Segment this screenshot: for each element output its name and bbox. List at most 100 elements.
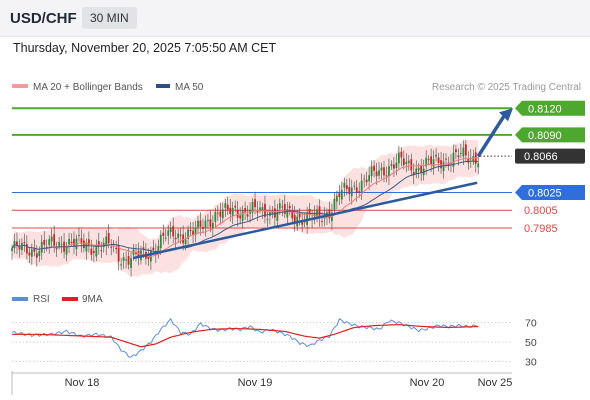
candle-body <box>321 220 323 222</box>
candle-body <box>244 208 247 212</box>
candle-body <box>135 252 137 254</box>
candle-body <box>199 220 202 227</box>
x-tick-label: Nov 19 <box>238 377 273 389</box>
candle-body <box>278 203 281 209</box>
ma50-legend-label: MA 50 <box>175 82 204 93</box>
candle-body <box>35 253 38 258</box>
x-tick-label: Nov 18 <box>65 377 100 389</box>
support-label-5: 0.7985 <box>524 223 558 235</box>
candle-body <box>207 220 209 222</box>
candle-body <box>120 264 123 266</box>
candle-body <box>472 155 475 162</box>
resistance-label-0: 0.8120 <box>528 103 562 115</box>
rsi-ma-line <box>12 323 479 348</box>
candle-body <box>335 195 338 202</box>
candle-body <box>298 213 301 218</box>
candle-body <box>130 258 132 268</box>
candle-body <box>457 155 460 158</box>
candle-body <box>177 233 180 239</box>
candle-body <box>241 210 244 221</box>
candle-body <box>239 215 242 219</box>
candle-body <box>159 234 162 249</box>
candle-body <box>373 165 375 171</box>
candle-body <box>187 229 189 239</box>
candle-body <box>224 203 227 209</box>
candle-body <box>288 205 291 209</box>
candle-body <box>333 198 336 210</box>
candle-body <box>68 238 70 245</box>
candle-body <box>25 243 28 254</box>
candle-body <box>167 230 170 236</box>
candle-body <box>397 152 400 164</box>
rsi-tick-30: 30 <box>525 356 537 368</box>
candle-body <box>455 149 457 153</box>
candle-body <box>115 247 118 249</box>
candle-body <box>107 232 110 244</box>
candle-body <box>202 226 204 229</box>
candle-body <box>147 255 150 259</box>
candle-body <box>254 199 256 208</box>
rsi-legend-label: RSI <box>33 294 50 305</box>
pivot-tag-3 <box>515 185 585 200</box>
candle-body <box>338 193 341 198</box>
resistance-tag-1 <box>515 127 585 143</box>
candle-body <box>152 247 155 250</box>
rsi-ma-legend-label: 9MA <box>82 294 103 305</box>
candle-body <box>251 201 254 213</box>
candle-body <box>447 162 450 167</box>
candle-body <box>234 205 237 208</box>
time-axis: Nov 18 Nov 19 Nov 20 Nov 25 <box>11 371 513 395</box>
candle-body <box>383 167 385 176</box>
candle-body <box>355 187 358 193</box>
candle-body <box>58 242 61 246</box>
candle-body <box>435 154 437 157</box>
candle-body <box>363 178 366 180</box>
candle-body <box>194 227 197 235</box>
candle-body <box>459 152 462 154</box>
candle-body <box>286 209 289 218</box>
chart-header: USD/CHF 30 MIN <box>0 0 590 37</box>
candle-body <box>211 222 214 228</box>
candle-body <box>172 226 175 237</box>
candle-body <box>38 250 41 257</box>
pivot-label-3: 0.8025 <box>528 188 562 200</box>
candle-body <box>30 249 33 257</box>
candle-body <box>16 241 18 247</box>
x-tick-label: Nov 25 <box>478 377 513 389</box>
candle-body <box>388 166 390 177</box>
candle-body <box>28 252 31 256</box>
candle-body <box>174 237 177 240</box>
candle-body <box>350 187 353 197</box>
candle-body <box>281 206 284 208</box>
candle-body <box>33 248 36 252</box>
candle-body <box>92 251 95 253</box>
candle-body <box>137 250 140 258</box>
candle-body <box>269 211 271 216</box>
candle-body <box>192 230 194 235</box>
candle-body <box>343 182 346 188</box>
candle-body <box>48 239 51 246</box>
candle-body <box>276 212 279 221</box>
candle-body <box>417 167 420 171</box>
current-price-tag <box>515 148 585 164</box>
candle-body <box>440 160 442 169</box>
candle-body <box>184 239 187 245</box>
candle-body <box>393 164 395 169</box>
candle-body <box>432 159 435 167</box>
candle-body <box>390 164 393 166</box>
candle-body <box>415 168 418 174</box>
timeframe-button[interactable]: 30 MIN <box>82 7 137 29</box>
candle-body <box>256 210 259 213</box>
current-price-label: 0.8066 <box>524 151 558 163</box>
candle-body <box>60 244 63 246</box>
candle-body <box>40 241 43 253</box>
candle-body <box>149 250 152 262</box>
ma50-line <box>11 160 479 253</box>
candle-body <box>189 230 192 232</box>
candle-body <box>273 208 276 218</box>
candle-body <box>53 234 56 246</box>
candle-body <box>430 156 433 165</box>
rsi-tick-50: 50 <box>525 337 537 349</box>
candle-body <box>308 208 311 215</box>
